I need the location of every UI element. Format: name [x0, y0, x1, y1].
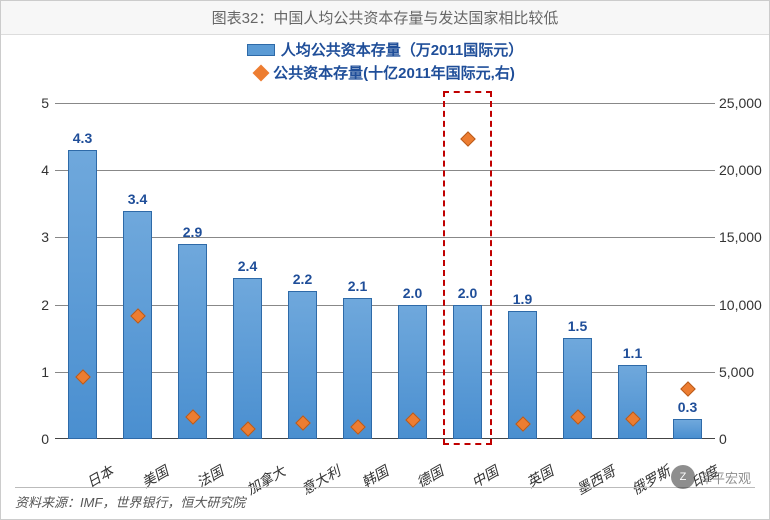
bar-value-label: 2.0	[438, 285, 498, 301]
legend: 人均公共资本存量（万2011国际元） 公共资本存量(十亿2011年国际元,右)	[1, 35, 769, 85]
legend-diamond-icon	[253, 64, 270, 81]
bar-value-label: 0.3	[658, 399, 718, 415]
y-right-tick: 5,000	[719, 364, 767, 380]
bar	[673, 419, 702, 439]
bar	[68, 150, 97, 439]
y-right-tick: 20,000	[719, 162, 767, 178]
source-text: 资料来源：IMF，世界银行，恒大研究院	[15, 487, 755, 511]
watermark-icon: Z	[671, 465, 695, 489]
legend-diamond-label: 公共资本存量(十亿2011年国际元,右)	[273, 62, 515, 83]
bar-value-label: 2.9	[163, 224, 223, 240]
bar-value-label: 2.2	[273, 271, 333, 287]
bar-value-label: 2.1	[328, 278, 388, 294]
plot-area: 0015,000210,000315,000420,000525,0004.3日…	[55, 103, 715, 439]
legend-bar-label: 人均公共资本存量（万2011国际元）	[281, 39, 524, 60]
y-left-tick: 3	[15, 229, 49, 245]
y-left-tick: 5	[15, 95, 49, 111]
grid-line	[55, 372, 715, 373]
y-right-tick: 10,000	[719, 297, 767, 313]
grid-line	[55, 170, 715, 171]
bar	[233, 278, 262, 439]
diamond-marker	[680, 381, 696, 397]
y-left-tick: 4	[15, 162, 49, 178]
bar-value-label: 1.1	[603, 345, 663, 361]
grid-line	[55, 237, 715, 238]
chart-container: 图表32：中国人均公共资本存量与发达国家相比较低 人均公共资本存量（万2011国…	[0, 0, 770, 520]
y-right-tick: 25,000	[719, 95, 767, 111]
bar	[123, 211, 152, 439]
y-right-tick: 0	[719, 431, 767, 447]
legend-bar-icon	[247, 44, 275, 56]
bar-value-label: 4.3	[53, 130, 113, 146]
bar-value-label: 1.5	[548, 318, 608, 334]
diamond-marker	[460, 131, 476, 147]
y-left-tick: 2	[15, 297, 49, 313]
bar-value-label: 3.4	[108, 191, 168, 207]
y-right-tick: 15,000	[719, 229, 767, 245]
bar	[453, 305, 482, 439]
chart-title: 图表32：中国人均公共资本存量与发达国家相比较低	[1, 1, 769, 35]
legend-diamond-row: 公共资本存量(十亿2011年国际元,右)	[255, 62, 515, 83]
watermark: Z 泽平宏观	[671, 465, 751, 489]
y-left-tick: 1	[15, 364, 49, 380]
grid-line	[55, 103, 715, 104]
watermark-text: 泽平宏观	[699, 468, 751, 487]
grid-line	[55, 305, 715, 306]
bar-value-label: 2.0	[383, 285, 443, 301]
x-axis-line	[55, 438, 715, 439]
bar-value-label: 2.4	[218, 258, 278, 274]
bar	[618, 365, 647, 439]
y-left-tick: 0	[15, 431, 49, 447]
bar-value-label: 1.9	[493, 291, 553, 307]
legend-bar-row: 人均公共资本存量（万2011国际元）	[247, 39, 524, 60]
